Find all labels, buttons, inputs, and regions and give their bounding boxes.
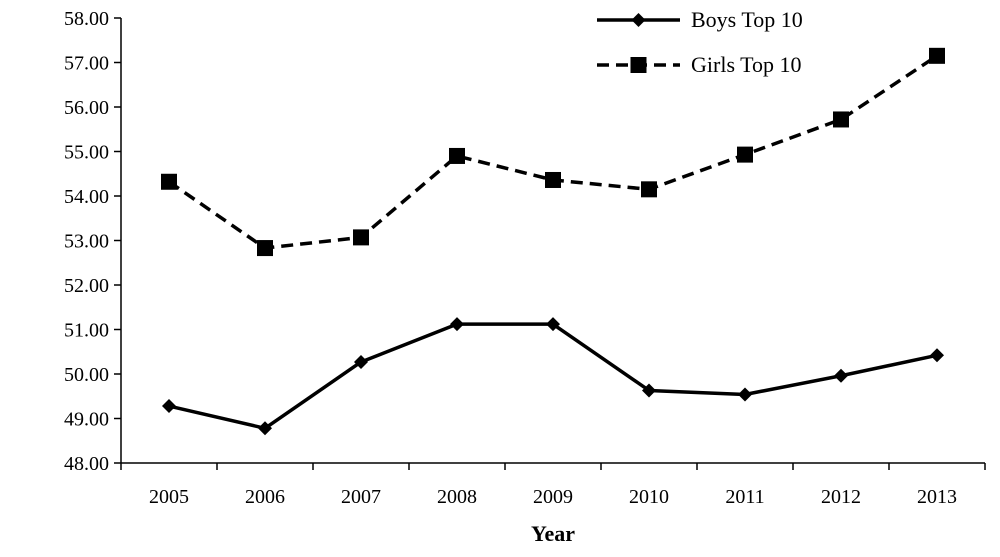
legend-label: Girls Top 10 bbox=[691, 52, 802, 77]
legend-item: Girls Top 10 bbox=[597, 52, 802, 77]
x-tick-label: 2013 bbox=[917, 486, 957, 508]
diamond-marker bbox=[354, 354, 368, 369]
diamond-marker bbox=[162, 399, 176, 414]
diamond-marker bbox=[930, 348, 944, 363]
square-marker bbox=[833, 111, 849, 128]
y-tick-label: 50.00 bbox=[64, 364, 109, 386]
y-tick-label: 53.00 bbox=[64, 231, 109, 253]
x-tick-label: 2005 bbox=[149, 486, 189, 508]
y-tick-label: 49.00 bbox=[64, 409, 109, 431]
square-marker bbox=[545, 171, 561, 188]
square-marker bbox=[641, 181, 657, 198]
legend-label: Boys Top 10 bbox=[691, 7, 803, 32]
y-tick-label: 48.00 bbox=[64, 453, 109, 475]
series-line bbox=[168, 54, 938, 250]
diamond-marker bbox=[738, 387, 752, 402]
square-marker bbox=[630, 57, 647, 73]
x-tick-label: 2006 bbox=[245, 486, 285, 508]
diamond-marker bbox=[642, 383, 656, 398]
legend-item: Boys Top 10 bbox=[597, 7, 803, 32]
axes bbox=[120, 18, 985, 464]
square-marker bbox=[353, 229, 369, 246]
diamond-marker bbox=[546, 317, 560, 332]
x-tick-label: 2008 bbox=[437, 486, 477, 508]
square-marker bbox=[161, 173, 177, 190]
y-tick-label: 55.00 bbox=[64, 142, 109, 164]
square-marker bbox=[257, 240, 273, 257]
x-tick-label: 2011 bbox=[725, 486, 764, 508]
x-tick-label: 2010 bbox=[629, 486, 669, 508]
square-marker bbox=[737, 146, 753, 163]
x-axis-ticks: 2005 2006 2007 2008 2009 2010 2011 2012 2013 bbox=[120, 463, 986, 508]
x-axis-title: Year bbox=[531, 521, 575, 546]
y-tick-label: 56.00 bbox=[64, 97, 109, 119]
legend: Boys Top 10 Girls Top 10 bbox=[597, 7, 803, 77]
series-line bbox=[168, 322, 938, 431]
square-marker bbox=[929, 47, 945, 64]
x-tick-label: 2012 bbox=[821, 486, 861, 508]
diamond-marker bbox=[834, 368, 848, 383]
y-tick-label: 58.00 bbox=[64, 8, 109, 30]
y-tick-label: 51.00 bbox=[64, 320, 109, 342]
x-tick-label: 2007 bbox=[341, 486, 381, 508]
x-tick-label: 2009 bbox=[533, 486, 573, 508]
diamond-marker bbox=[631, 13, 646, 27]
series-boys-top-10 bbox=[162, 317, 944, 436]
y-tick-label: 54.00 bbox=[64, 186, 109, 208]
y-axis-ticks: 48.00 49.00 50.00 51.00 52.00 53.00 54.00 55.00… bbox=[64, 8, 121, 475]
series-girls-top-10 bbox=[161, 47, 945, 257]
diamond-marker bbox=[258, 421, 272, 436]
series-layer bbox=[161, 47, 945, 436]
square-marker bbox=[449, 147, 465, 164]
y-tick-label: 52.00 bbox=[64, 275, 109, 297]
y-tick-label: 57.00 bbox=[64, 53, 109, 75]
diamond-marker bbox=[450, 317, 464, 332]
